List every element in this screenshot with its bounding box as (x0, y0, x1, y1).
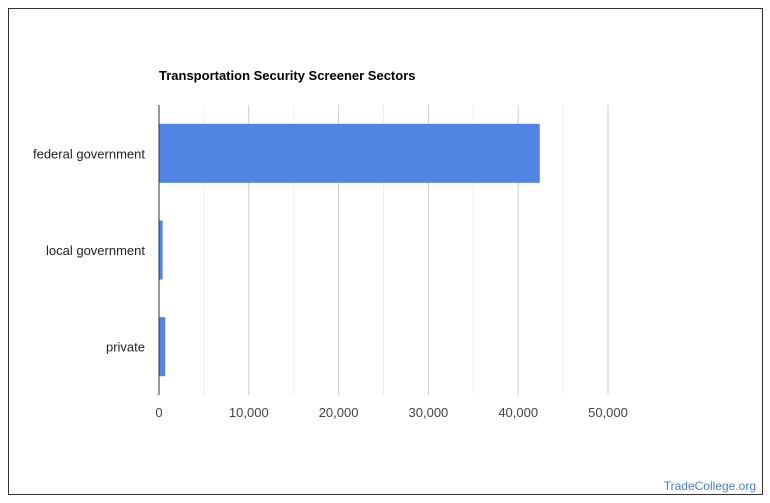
x-tick-label: 20,000 (319, 405, 359, 420)
x-tick-label: 0 (155, 405, 162, 420)
credit-link[interactable]: TradeCollege.org (663, 479, 756, 493)
bar-local-government (159, 220, 163, 280)
chart-title: Transportation Security Screener Sectors (159, 68, 416, 83)
category-label: private (106, 340, 145, 355)
x-tick-label: 40,000 (498, 405, 538, 420)
x-tick-label: 50,000 (588, 405, 628, 420)
x-tick-label: 10,000 (229, 405, 269, 420)
bar-private (159, 317, 166, 377)
bar-federal-government (159, 123, 540, 183)
category-label: local government (46, 243, 145, 258)
x-tick-label: 30,000 (409, 405, 449, 420)
chart-frame (8, 8, 763, 495)
category-label: federal government (33, 146, 145, 161)
